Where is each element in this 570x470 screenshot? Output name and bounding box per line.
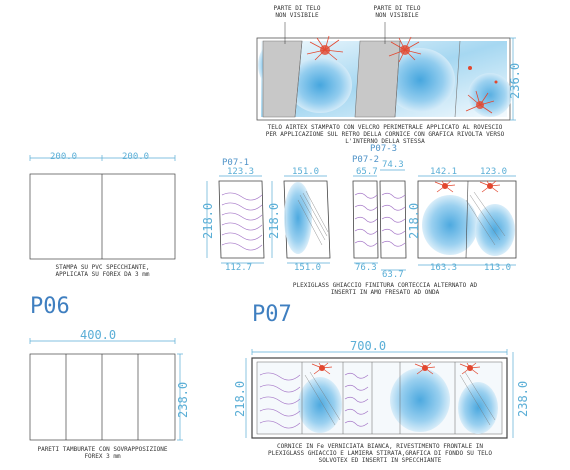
p07-dim-151-top: 151.0 <box>292 167 320 177</box>
p07-dim-total: 700.0 <box>350 339 387 353</box>
p06-bottom-panels <box>29 338 183 441</box>
p07-dim-74: 74.3 <box>382 160 404 170</box>
p07-caption-mid: PLEXIGLASS GHIACCIO FINITURA CORTECCIA A… <box>292 282 478 296</box>
top-caption: TELO AIRTEX STAMPATO CON VELCRO PERIMETR… <box>265 124 505 145</box>
p07-dim-218b: 218.0 <box>267 202 281 239</box>
top-note-left: PARTE DI TELO NON VISIBILE <box>273 5 321 19</box>
red-splatter-1 <box>306 35 344 61</box>
p07-dim-76: 76.3 <box>355 263 377 273</box>
p06-caption-bottom: PARETI TAMBURATE CON SOVRAPPOSIZIONE FOR… <box>37 446 168 460</box>
p07-dim-65: 65.7 <box>356 167 378 177</box>
top-banner <box>256 22 516 121</box>
p07-1-panel <box>206 175 265 264</box>
p07-2-panel <box>352 169 407 271</box>
p07-1b-panel <box>271 175 331 264</box>
p06-dim-total: 400.0 <box>80 328 117 342</box>
p06-dim-right: 200.0 <box>122 152 150 162</box>
p07-dim-218a: 218.0 <box>201 202 215 239</box>
p07-dim-163: 163.3 <box>430 263 458 273</box>
p07-dim-218c: 218.0 <box>407 202 421 239</box>
p07-label-3: P07-3 <box>370 144 398 154</box>
p07-dim-63: 63.7 <box>382 270 404 280</box>
p07-dim-height-right: 238.0 <box>516 380 530 417</box>
top-dim-height: 236.0 <box>508 62 522 99</box>
p07-dim-142: 142.1 <box>430 167 458 177</box>
p06-dim-left: 200.0 <box>50 152 78 162</box>
p07-title: P07 <box>252 302 292 327</box>
p07-dim-123b: 123.0 <box>480 167 508 177</box>
p06-dim-height: 238.0 <box>176 381 190 418</box>
p07-dim-113: 113.0 <box>484 263 512 273</box>
p07-label-1: P07-1 <box>222 158 250 168</box>
p06-caption-top: STAMPA SU PVC SPECCHIANTE, APPLICATA SU … <box>55 264 150 278</box>
p06-title: P06 <box>30 294 70 319</box>
p07-dim-151-bot: 151.0 <box>294 263 322 273</box>
p07-assembled <box>245 349 514 439</box>
p07-caption-bottom: CORNICE IN Fe VERNICIATA BIANCA, RIVESTI… <box>268 443 492 464</box>
p07-label-2: P07-2 <box>352 155 380 165</box>
p07-dim-123: 123.3 <box>227 167 255 177</box>
p07-dim-height-left: 218.0 <box>233 380 247 417</box>
p06-top-panels <box>29 155 176 260</box>
p07-dim-112: 112.7 <box>225 263 253 273</box>
p07-3-panel <box>417 175 517 266</box>
top-note-right: PARTE DI TELO NON VISIBILE <box>373 5 421 19</box>
